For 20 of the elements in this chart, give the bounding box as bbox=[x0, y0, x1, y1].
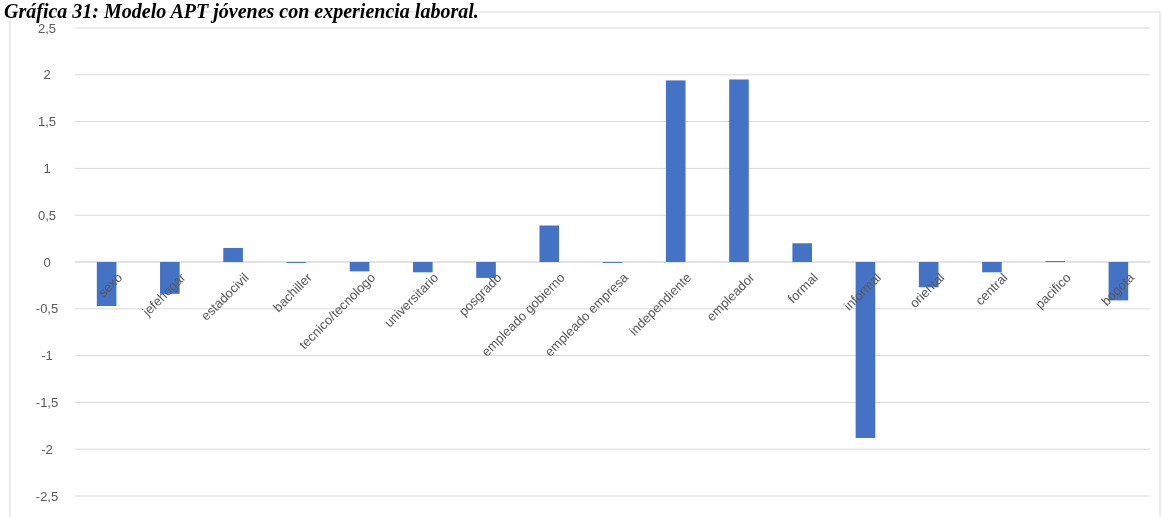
bar bbox=[982, 262, 1002, 273]
bar bbox=[665, 80, 686, 262]
bar bbox=[539, 225, 560, 262]
y-tick-label: -2,5 bbox=[35, 488, 59, 504]
chart-title: Gráfica 31: Modelo APT jóvenes con experiencia laboral. bbox=[4, 0, 479, 23]
bar bbox=[349, 262, 370, 272]
x-tick-label: sexo bbox=[95, 269, 126, 300]
bar bbox=[729, 79, 749, 262]
y-tick-label: -0,5 bbox=[35, 301, 59, 317]
y-tick-label: 1,5 bbox=[37, 114, 57, 130]
y-tick-label: -2 bbox=[41, 441, 53, 457]
bar bbox=[792, 243, 813, 262]
bar bbox=[223, 247, 243, 262]
y-tick-label: -1,5 bbox=[35, 394, 59, 410]
y-tick-label: 1 bbox=[43, 160, 51, 176]
y-tick-label: 2 bbox=[43, 67, 51, 83]
y-tick-label: 0,5 bbox=[37, 207, 57, 223]
bar bbox=[412, 262, 433, 273]
y-tick-label: -1 bbox=[41, 348, 53, 364]
y-tick-label: 0 bbox=[43, 254, 51, 270]
